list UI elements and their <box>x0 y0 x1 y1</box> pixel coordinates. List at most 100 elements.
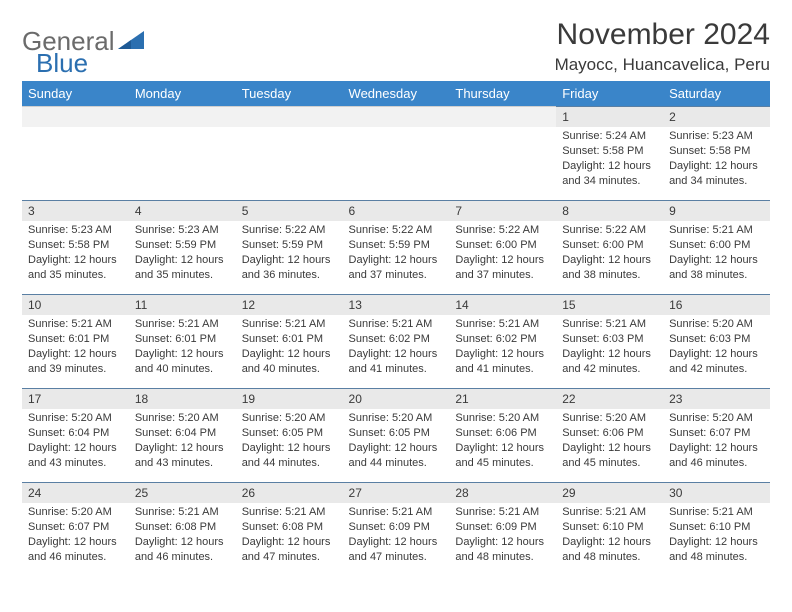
weekday-header: Wednesday <box>343 81 450 106</box>
day-body: Sunrise: 5:21 AMSunset: 6:08 PMDaylight:… <box>129 503 236 568</box>
calendar-day-cell: 13Sunrise: 5:21 AMSunset: 6:02 PMDayligh… <box>343 294 450 388</box>
daylight-text-1: Daylight: 12 hours <box>242 535 337 550</box>
day-body: Sunrise: 5:23 AMSunset: 5:58 PMDaylight:… <box>22 221 129 286</box>
daylight-text-1: Daylight: 12 hours <box>455 253 550 268</box>
day-number-empty <box>236 106 343 127</box>
daylight-text-2: and 47 minutes. <box>349 550 444 565</box>
sunrise-text: Sunrise: 5:21 AM <box>562 505 657 520</box>
sunrise-text: Sunrise: 5:23 AM <box>28 223 123 238</box>
daylight-text-1: Daylight: 12 hours <box>28 441 123 456</box>
calendar-day-cell: 22Sunrise: 5:20 AMSunset: 6:06 PMDayligh… <box>556 388 663 482</box>
daylight-text-1: Daylight: 12 hours <box>28 253 123 268</box>
sunset-text: Sunset: 6:04 PM <box>135 426 230 441</box>
day-body: Sunrise: 5:21 AMSunset: 6:02 PMDaylight:… <box>343 315 450 380</box>
day-number: 20 <box>343 388 450 409</box>
day-number-empty <box>129 106 236 127</box>
calendar-day-cell: 12Sunrise: 5:21 AMSunset: 6:01 PMDayligh… <box>236 294 343 388</box>
weekday-header: Saturday <box>663 81 770 106</box>
sunrise-text: Sunrise: 5:22 AM <box>455 223 550 238</box>
sunset-text: Sunset: 6:10 PM <box>562 520 657 535</box>
daylight-text-2: and 48 minutes. <box>562 550 657 565</box>
calendar-week-row: 17Sunrise: 5:20 AMSunset: 6:04 PMDayligh… <box>22 388 770 482</box>
day-number: 8 <box>556 200 663 221</box>
day-body: Sunrise: 5:20 AMSunset: 6:03 PMDaylight:… <box>663 315 770 380</box>
calendar-day-cell: 9Sunrise: 5:21 AMSunset: 6:00 PMDaylight… <box>663 200 770 294</box>
calendar-day-cell: 14Sunrise: 5:21 AMSunset: 6:02 PMDayligh… <box>449 294 556 388</box>
daylight-text-1: Daylight: 12 hours <box>562 441 657 456</box>
day-number: 17 <box>22 388 129 409</box>
day-number: 16 <box>663 294 770 315</box>
day-body: Sunrise: 5:23 AMSunset: 5:58 PMDaylight:… <box>663 127 770 192</box>
sunrise-text: Sunrise: 5:21 AM <box>455 317 550 332</box>
daylight-text-2: and 47 minutes. <box>242 550 337 565</box>
daylight-text-2: and 38 minutes. <box>562 268 657 283</box>
daylight-text-2: and 35 minutes. <box>135 268 230 283</box>
day-body: Sunrise: 5:21 AMSunset: 6:10 PMDaylight:… <box>556 503 663 568</box>
daylight-text-2: and 48 minutes. <box>669 550 764 565</box>
calendar-day-cell: 15Sunrise: 5:21 AMSunset: 6:03 PMDayligh… <box>556 294 663 388</box>
title-block: November 2024 Mayocc, Huancavelica, Peru <box>555 18 770 75</box>
day-body: Sunrise: 5:21 AMSunset: 6:03 PMDaylight:… <box>556 315 663 380</box>
calendar-day-cell: 1Sunrise: 5:24 AMSunset: 5:58 PMDaylight… <box>556 106 663 200</box>
sunset-text: Sunset: 5:58 PM <box>28 238 123 253</box>
calendar-day-cell: 6Sunrise: 5:22 AMSunset: 5:59 PMDaylight… <box>343 200 450 294</box>
sunset-text: Sunset: 6:00 PM <box>562 238 657 253</box>
sunrise-text: Sunrise: 5:20 AM <box>28 411 123 426</box>
calendar-day-cell: 27Sunrise: 5:21 AMSunset: 6:09 PMDayligh… <box>343 482 450 576</box>
calendar-day-cell: 8Sunrise: 5:22 AMSunset: 6:00 PMDaylight… <box>556 200 663 294</box>
daylight-text-1: Daylight: 12 hours <box>135 347 230 362</box>
daylight-text-1: Daylight: 12 hours <box>135 535 230 550</box>
sunrise-text: Sunrise: 5:22 AM <box>242 223 337 238</box>
sunrise-text: Sunrise: 5:24 AM <box>562 129 657 144</box>
calendar-day-cell: 3Sunrise: 5:23 AMSunset: 5:58 PMDaylight… <box>22 200 129 294</box>
weekday-header: Thursday <box>449 81 556 106</box>
weekday-header: Tuesday <box>236 81 343 106</box>
daylight-text-2: and 42 minutes. <box>562 362 657 377</box>
day-body: Sunrise: 5:23 AMSunset: 5:59 PMDaylight:… <box>129 221 236 286</box>
daylight-text-1: Daylight: 12 hours <box>242 347 337 362</box>
calendar-day-cell <box>449 106 556 200</box>
day-number: 6 <box>343 200 450 221</box>
sunrise-text: Sunrise: 5:21 AM <box>135 317 230 332</box>
sunrise-text: Sunrise: 5:21 AM <box>28 317 123 332</box>
sunset-text: Sunset: 6:08 PM <box>242 520 337 535</box>
day-body: Sunrise: 5:22 AMSunset: 6:00 PMDaylight:… <box>556 221 663 286</box>
sunset-text: Sunset: 6:02 PM <box>349 332 444 347</box>
sunset-text: Sunset: 5:58 PM <box>562 144 657 159</box>
sunrise-text: Sunrise: 5:20 AM <box>455 411 550 426</box>
logo-text-blue: Blue <box>36 48 88 78</box>
day-number: 3 <box>22 200 129 221</box>
daylight-text-1: Daylight: 12 hours <box>562 253 657 268</box>
day-number: 30 <box>663 482 770 503</box>
day-number: 21 <box>449 388 556 409</box>
sunset-text: Sunset: 6:07 PM <box>669 426 764 441</box>
daylight-text-1: Daylight: 12 hours <box>135 441 230 456</box>
month-title: November 2024 <box>555 18 770 52</box>
calendar-day-cell: 2Sunrise: 5:23 AMSunset: 5:58 PMDaylight… <box>663 106 770 200</box>
day-body: Sunrise: 5:20 AMSunset: 6:06 PMDaylight:… <box>449 409 556 474</box>
calendar-day-cell: 16Sunrise: 5:20 AMSunset: 6:03 PMDayligh… <box>663 294 770 388</box>
sunset-text: Sunset: 6:07 PM <box>28 520 123 535</box>
weekday-header: Monday <box>129 81 236 106</box>
day-number: 27 <box>343 482 450 503</box>
daylight-text-2: and 44 minutes. <box>242 456 337 471</box>
day-number: 9 <box>663 200 770 221</box>
sunrise-text: Sunrise: 5:21 AM <box>242 505 337 520</box>
day-number: 24 <box>22 482 129 503</box>
sunrise-text: Sunrise: 5:20 AM <box>562 411 657 426</box>
day-body: Sunrise: 5:22 AMSunset: 5:59 PMDaylight:… <box>343 221 450 286</box>
daylight-text-2: and 45 minutes. <box>562 456 657 471</box>
daylight-text-1: Daylight: 12 hours <box>669 253 764 268</box>
day-body: Sunrise: 5:21 AMSunset: 6:10 PMDaylight:… <box>663 503 770 568</box>
daylight-text-1: Daylight: 12 hours <box>242 441 337 456</box>
daylight-text-1: Daylight: 12 hours <box>349 535 444 550</box>
daylight-text-1: Daylight: 12 hours <box>562 535 657 550</box>
calendar-week-row: 10Sunrise: 5:21 AMSunset: 6:01 PMDayligh… <box>22 294 770 388</box>
day-body: Sunrise: 5:21 AMSunset: 6:01 PMDaylight:… <box>129 315 236 380</box>
sunset-text: Sunset: 5:59 PM <box>135 238 230 253</box>
daylight-text-2: and 39 minutes. <box>28 362 123 377</box>
calendar-day-cell: 19Sunrise: 5:20 AMSunset: 6:05 PMDayligh… <box>236 388 343 482</box>
daylight-text-1: Daylight: 12 hours <box>135 253 230 268</box>
day-number: 1 <box>556 106 663 127</box>
daylight-text-1: Daylight: 12 hours <box>349 347 444 362</box>
